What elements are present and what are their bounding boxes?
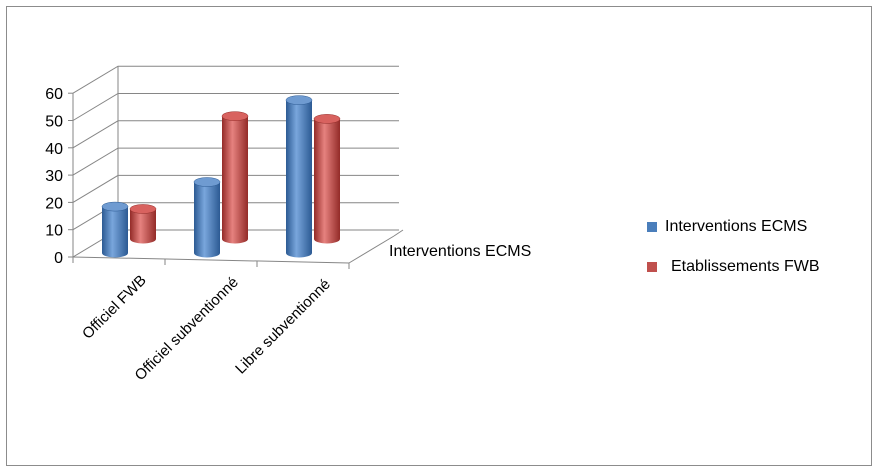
bar-interventions-ecms-0 <box>101 201 129 258</box>
legend-item-series-1: Interventions ECMS <box>647 212 819 242</box>
x-category-label: Libre subventionné <box>232 276 334 378</box>
y-tick-label: 60 <box>45 86 63 103</box>
legend-item-series-2: Etablissements FWB <box>647 252 819 282</box>
y-tick-label: 0 <box>54 250 63 267</box>
y-tick-label: 30 <box>45 168 63 185</box>
bars <box>101 95 341 258</box>
y-tick-label: 50 <box>45 114 63 131</box>
legend-swatch-red <box>647 262 657 272</box>
y-tick-label: 40 <box>45 141 63 158</box>
floor-back-edge <box>393 229 404 237</box>
axes <box>68 66 404 269</box>
y-tick-label: 20 <box>45 195 63 212</box>
legend-label: Etablissements FWB <box>671 258 820 275</box>
bar-etablissements-fwb-2 <box>313 114 341 244</box>
gridline <box>72 65 399 94</box>
chart-frame: 0 10 20 30 40 50 60 Interventions ECMS Officiel … <box>6 6 872 466</box>
bar-interventions-ecms-2 <box>285 95 313 258</box>
x-category-label: Officiel FWB <box>79 272 150 343</box>
y-tick-label: 10 <box>45 223 63 240</box>
legend-label: Interventions ECMS <box>665 218 808 235</box>
chart-plot: 0 10 20 30 40 50 60 Interventions ECMS Officiel … <box>45 65 531 384</box>
depth-axis-label: Interventions ECMS <box>389 243 531 260</box>
x-category-label: Officiel subventionné <box>132 274 242 384</box>
x-axis-line <box>72 256 350 264</box>
legend: Interventions ECMS Etablissements FWB <box>647 212 819 292</box>
bar-etablissements-fwb-0 <box>129 204 157 244</box>
depth-axis-line <box>348 235 395 264</box>
bar-interventions-ecms-1 <box>193 177 221 258</box>
legend-swatch-blue <box>647 222 657 232</box>
bar-etablissements-fwb-1 <box>221 111 249 244</box>
